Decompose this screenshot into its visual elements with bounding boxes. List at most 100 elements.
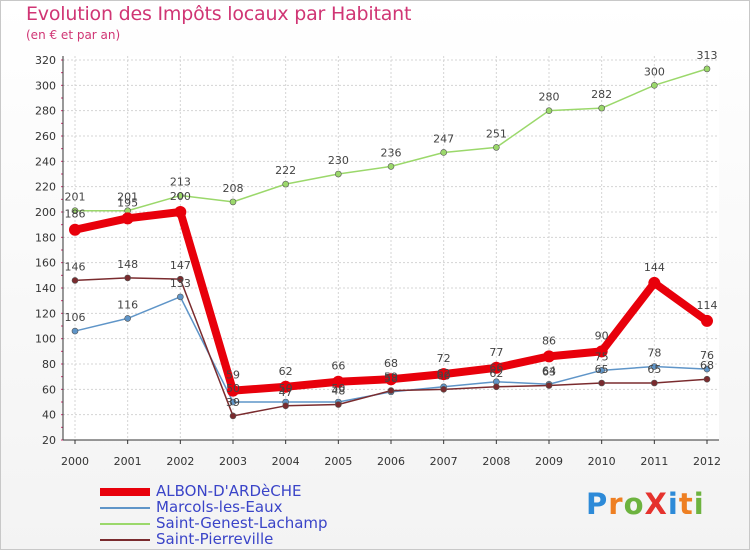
logo-letter: t bbox=[678, 487, 694, 521]
x-tick-label: 2011 bbox=[640, 455, 668, 468]
data-label: 66 bbox=[489, 362, 503, 375]
data-point bbox=[177, 293, 184, 301]
proxiti-logo: ProXiti bbox=[586, 487, 705, 521]
legend-label-marcols: Marcols-les-Eaux bbox=[156, 498, 283, 516]
data-point bbox=[71, 207, 79, 215]
x-tick-label: 2000 bbox=[61, 455, 89, 468]
data-point bbox=[177, 275, 184, 283]
x-tick-label: 2004 bbox=[272, 455, 300, 468]
y-tick-label: 280 bbox=[35, 105, 56, 118]
x-tick-label: 2005 bbox=[324, 455, 352, 468]
logo-letter: r bbox=[608, 487, 624, 521]
y-tick-label: 220 bbox=[35, 181, 56, 194]
data-point bbox=[440, 149, 447, 156]
data-point bbox=[598, 379, 605, 387]
data-point bbox=[703, 375, 711, 383]
data-label: 62 bbox=[279, 365, 293, 378]
data-label: 200 bbox=[170, 190, 191, 203]
data-label: 208 bbox=[223, 182, 244, 195]
y-tick-label: 40 bbox=[42, 409, 56, 422]
data-point bbox=[385, 373, 397, 386]
data-label: 77 bbox=[489, 346, 503, 359]
legend-label-saint-pierreville: Saint-Pierreville bbox=[156, 530, 274, 548]
data-point bbox=[177, 192, 184, 199]
data-point bbox=[227, 384, 239, 397]
data-label: 50 bbox=[226, 382, 240, 395]
data-label: 86 bbox=[542, 334, 556, 347]
data-label: 50 bbox=[331, 382, 345, 395]
data-label: 222 bbox=[275, 164, 296, 177]
x-tick-label: 2002 bbox=[166, 455, 194, 468]
data-label: 133 bbox=[170, 277, 191, 290]
legend-swatch-saint-genest bbox=[100, 523, 150, 525]
x-tick-label: 2010 bbox=[588, 455, 616, 468]
y-tick-label: 100 bbox=[35, 333, 56, 346]
data-point bbox=[598, 104, 605, 112]
x-tick-label: 2012 bbox=[693, 455, 721, 468]
data-point bbox=[121, 212, 134, 225]
data-label: 62 bbox=[489, 367, 503, 380]
logo-letter: P bbox=[586, 487, 609, 521]
data-point bbox=[282, 180, 289, 188]
x-tick-label: 2003 bbox=[219, 455, 247, 468]
data-point bbox=[543, 350, 555, 363]
data-point bbox=[493, 383, 500, 391]
data-label: 148 bbox=[117, 258, 138, 271]
data-label: 147 bbox=[170, 259, 191, 272]
data-point bbox=[387, 163, 395, 170]
data-label: 59 bbox=[384, 371, 398, 384]
legend-swatch-saint-pierreville bbox=[100, 539, 150, 541]
data-label: 236 bbox=[381, 146, 402, 159]
x-tick-label: 2001 bbox=[114, 455, 142, 468]
data-point bbox=[437, 368, 450, 381]
data-label: 64 bbox=[542, 364, 556, 377]
x-tick-label: 2009 bbox=[535, 455, 563, 468]
y-tick-label: 300 bbox=[35, 79, 56, 92]
data-point bbox=[387, 387, 395, 394]
data-label: 58 bbox=[384, 372, 398, 385]
data-label: 280 bbox=[539, 91, 560, 104]
y-tick-label: 200 bbox=[35, 206, 56, 219]
x-tick-label: 2008 bbox=[482, 455, 510, 468]
data-point bbox=[332, 375, 345, 388]
data-label: 62 bbox=[437, 367, 451, 380]
data-point bbox=[335, 170, 342, 178]
y-tick-label: 160 bbox=[35, 257, 56, 270]
data-label: 75 bbox=[595, 350, 609, 363]
logo-letter: X bbox=[644, 487, 668, 521]
data-label: 116 bbox=[117, 298, 138, 311]
data-point bbox=[124, 274, 131, 282]
data-label: 48 bbox=[331, 385, 345, 398]
data-label: 68 bbox=[700, 359, 714, 372]
data-point bbox=[493, 144, 500, 151]
legend-label-saint-genest: Saint-Genest-Lachamp bbox=[156, 514, 328, 532]
logo-letter: o bbox=[623, 487, 645, 521]
data-label: 68 bbox=[384, 357, 398, 370]
y-tick-label: 120 bbox=[35, 307, 56, 320]
data-label: 230 bbox=[328, 154, 349, 167]
data-point bbox=[490, 361, 503, 374]
data-label: 186 bbox=[65, 208, 86, 221]
data-point bbox=[701, 314, 713, 327]
data-label: 213 bbox=[170, 176, 191, 189]
data-point bbox=[124, 315, 131, 322]
data-point bbox=[651, 379, 658, 387]
data-label: 201 bbox=[65, 191, 86, 204]
legend-swatch-marcols bbox=[100, 507, 150, 509]
data-label: 106 bbox=[65, 311, 86, 324]
legend-swatch-albon bbox=[100, 488, 150, 496]
data-label: 201 bbox=[117, 191, 138, 204]
data-point bbox=[703, 65, 711, 73]
data-point bbox=[71, 277, 79, 284]
data-label: 78 bbox=[647, 347, 661, 360]
x-tick-label: 2006 bbox=[377, 455, 405, 468]
x-tick-label: 2007 bbox=[430, 455, 458, 468]
data-label: 66 bbox=[331, 360, 345, 373]
data-point bbox=[229, 198, 237, 206]
data-point bbox=[335, 401, 342, 408]
data-point bbox=[440, 386, 447, 393]
y-tick-label: 60 bbox=[42, 383, 56, 396]
y-tick-label: 260 bbox=[35, 130, 56, 143]
data-label: 47 bbox=[279, 386, 293, 399]
legend-label-albon: ALBON-D'ARDèCHE bbox=[156, 482, 302, 500]
